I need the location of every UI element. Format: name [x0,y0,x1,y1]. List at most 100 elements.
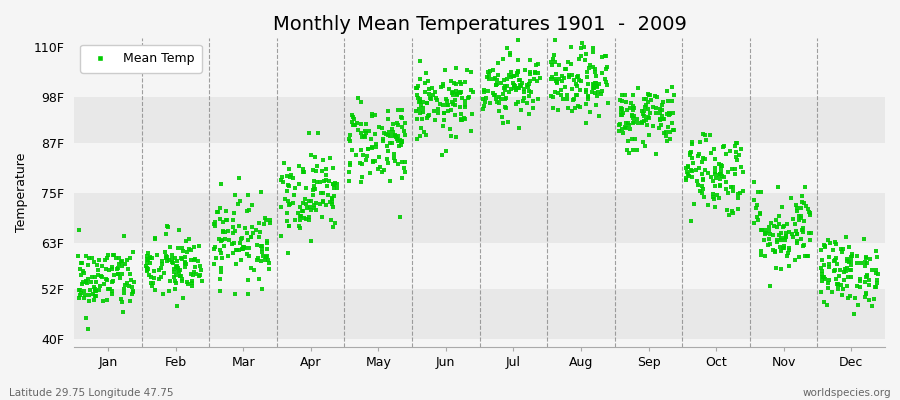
Point [586,49,600,56]
Point [74,290,88,296]
Point [490,81,504,88]
Point [377,167,392,173]
Point [628,136,643,142]
Point [395,175,410,181]
Point [414,102,428,108]
Point [814,247,828,253]
Point [236,244,250,250]
Point [146,279,160,286]
Point [478,99,492,105]
Point [666,110,680,116]
Point [850,252,864,259]
Point [302,204,317,210]
Point [81,326,95,332]
Point [701,170,716,176]
Point [529,78,544,85]
Point [343,162,357,168]
Point [594,91,608,97]
Point [612,122,626,128]
Point [125,284,140,290]
Point [627,104,642,111]
Point [126,288,140,294]
Point [384,126,399,132]
Point [713,182,727,188]
Point [178,264,193,270]
Point [299,216,313,223]
Point [708,204,723,210]
Point [754,226,769,233]
Point [82,298,96,304]
Point [284,174,298,180]
Point [307,178,321,184]
Point [168,286,183,292]
Point [392,107,406,113]
Point [713,182,727,189]
Point [329,184,344,191]
Point [281,250,295,256]
Point [292,204,307,210]
Point [342,178,356,184]
Point [821,280,835,286]
Point [499,87,513,93]
Point [315,199,329,205]
Point [447,97,462,104]
Point [213,250,228,256]
Point [561,58,575,65]
Point [252,234,266,240]
Point [398,159,412,165]
Point [510,99,525,105]
Point [592,113,607,119]
Point [156,291,170,298]
Point [523,69,537,75]
Point [667,92,681,98]
Point [102,267,116,273]
Point [788,256,802,263]
Point [304,207,319,213]
Point [107,252,122,258]
Point [376,130,391,137]
Point [446,92,461,98]
Point [381,116,395,122]
Point [761,236,776,242]
Point [180,279,194,285]
Point [351,127,365,134]
Point [630,115,644,122]
Point [259,254,274,260]
Point [529,62,544,68]
Point [684,218,698,224]
Point [328,180,343,187]
Point [522,80,536,87]
Point [419,100,434,106]
Point [706,193,720,200]
Point [326,180,340,187]
Point [666,126,680,133]
Point [419,100,434,106]
Point [721,190,735,196]
Point [95,298,110,304]
Point [590,79,604,86]
Point [282,223,296,230]
Point [617,92,632,98]
Point [567,96,581,102]
Point [364,111,379,117]
Point [580,74,594,80]
Point [262,266,276,273]
Point [72,292,86,298]
Point [822,261,836,268]
Point [544,74,559,80]
Point [303,237,318,244]
Point [178,254,193,260]
Point [354,146,368,153]
Point [439,102,454,108]
Point [654,112,669,119]
Point [828,267,842,274]
Point [71,286,86,293]
Point [241,207,256,214]
Point [480,74,494,80]
Point [620,138,634,144]
Point [803,211,817,218]
Point [396,164,410,171]
Point [704,150,718,156]
Point [831,260,845,267]
Point [258,216,273,223]
